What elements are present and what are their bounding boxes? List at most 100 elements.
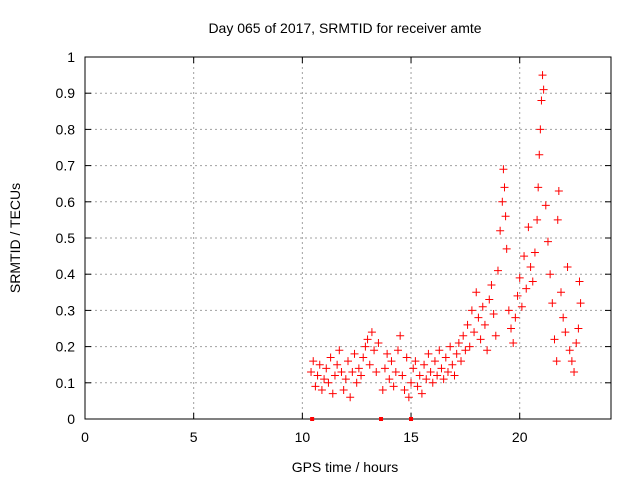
data-point [313, 371, 322, 380]
x-tick-label: 0 [81, 429, 89, 445]
data-point [575, 277, 584, 286]
data-point [402, 353, 411, 362]
data-point [517, 302, 526, 311]
data-point [511, 313, 520, 322]
data-point [535, 150, 544, 159]
data-point [526, 262, 535, 271]
y-tick-label: 0 [67, 411, 75, 427]
data-point [509, 338, 518, 347]
data-point [546, 270, 555, 279]
data-point [398, 371, 407, 380]
data-point [307, 367, 316, 376]
data-point [363, 335, 372, 344]
data-point [348, 367, 357, 376]
data-point [563, 262, 572, 271]
data-point [559, 313, 568, 322]
y-tick-label: 0.9 [56, 85, 76, 101]
data-point [576, 299, 585, 308]
data-point [501, 212, 510, 221]
data-point [374, 338, 383, 347]
data-point [500, 183, 509, 192]
data-point [420, 360, 429, 369]
data-point [441, 353, 450, 362]
data-point [330, 371, 339, 380]
data-point [370, 346, 379, 355]
data-point [472, 288, 481, 297]
data-point [350, 349, 359, 358]
data-point [485, 295, 494, 304]
data-point [513, 291, 522, 300]
data-point [504, 306, 513, 315]
axis-ticks: 00.10.20.30.40.50.60.70.80.910 5 10 15 20 [56, 49, 611, 445]
data-point [533, 215, 542, 224]
y-tick-label: 1 [67, 49, 75, 65]
data-point [448, 360, 457, 369]
data-point [435, 346, 444, 355]
data-point [404, 393, 413, 402]
data-point [446, 342, 455, 351]
data-point [337, 367, 346, 376]
data-point [459, 331, 468, 340]
data-point [433, 371, 442, 380]
data-point [361, 342, 370, 351]
data-point [536, 125, 545, 134]
data-point [476, 335, 485, 344]
data-point [491, 331, 500, 340]
data-point [422, 375, 431, 384]
data-point [528, 277, 537, 286]
data-point [487, 281, 496, 290]
data-point [474, 313, 483, 322]
data-point [400, 386, 409, 395]
data-point [339, 386, 348, 395]
x-axis-label: GPS time / hours [292, 459, 399, 475]
data-point [426, 367, 435, 376]
data-point [570, 367, 579, 376]
y-tick-label: 0.7 [56, 158, 76, 174]
data-point [515, 273, 524, 282]
data-point [354, 364, 363, 373]
data-point [478, 302, 487, 311]
data-point [383, 349, 392, 358]
data-point [378, 386, 387, 395]
data-point [537, 96, 546, 105]
data-point [393, 346, 402, 355]
data-point [387, 357, 396, 366]
data-point [443, 367, 452, 376]
y-tick-label: 0.8 [56, 121, 76, 137]
data-point [352, 378, 361, 387]
data-point [502, 244, 511, 253]
y-tick-label: 0.3 [56, 302, 76, 318]
data-point [439, 375, 448, 384]
data-point [520, 252, 529, 261]
data-point [457, 357, 466, 366]
data-point [470, 328, 479, 337]
data-point [541, 201, 550, 210]
baseline-marker [310, 417, 315, 421]
data-point [322, 364, 331, 373]
x-tick-label: 15 [403, 429, 419, 445]
data-point [550, 335, 559, 344]
data-point [409, 364, 418, 373]
data-point [534, 183, 543, 192]
data-point [341, 375, 350, 384]
data-point [407, 378, 416, 387]
data-point [437, 364, 446, 373]
data-point [480, 320, 489, 329]
data-point [333, 360, 342, 369]
data-point [357, 371, 366, 380]
data-point [372, 367, 381, 376]
data-point [335, 346, 344, 355]
data-point [428, 378, 437, 387]
data-point [315, 360, 324, 369]
data-point [574, 324, 583, 333]
data-point [324, 378, 333, 387]
data-point [430, 357, 439, 366]
data-point [391, 367, 400, 376]
data-point [496, 226, 505, 235]
data-point [557, 288, 566, 297]
data-point [489, 310, 498, 319]
x-tick-label: 20 [512, 429, 528, 445]
y-axis-label: SRMTID / TECUs [7, 183, 23, 293]
data-point [565, 346, 574, 355]
